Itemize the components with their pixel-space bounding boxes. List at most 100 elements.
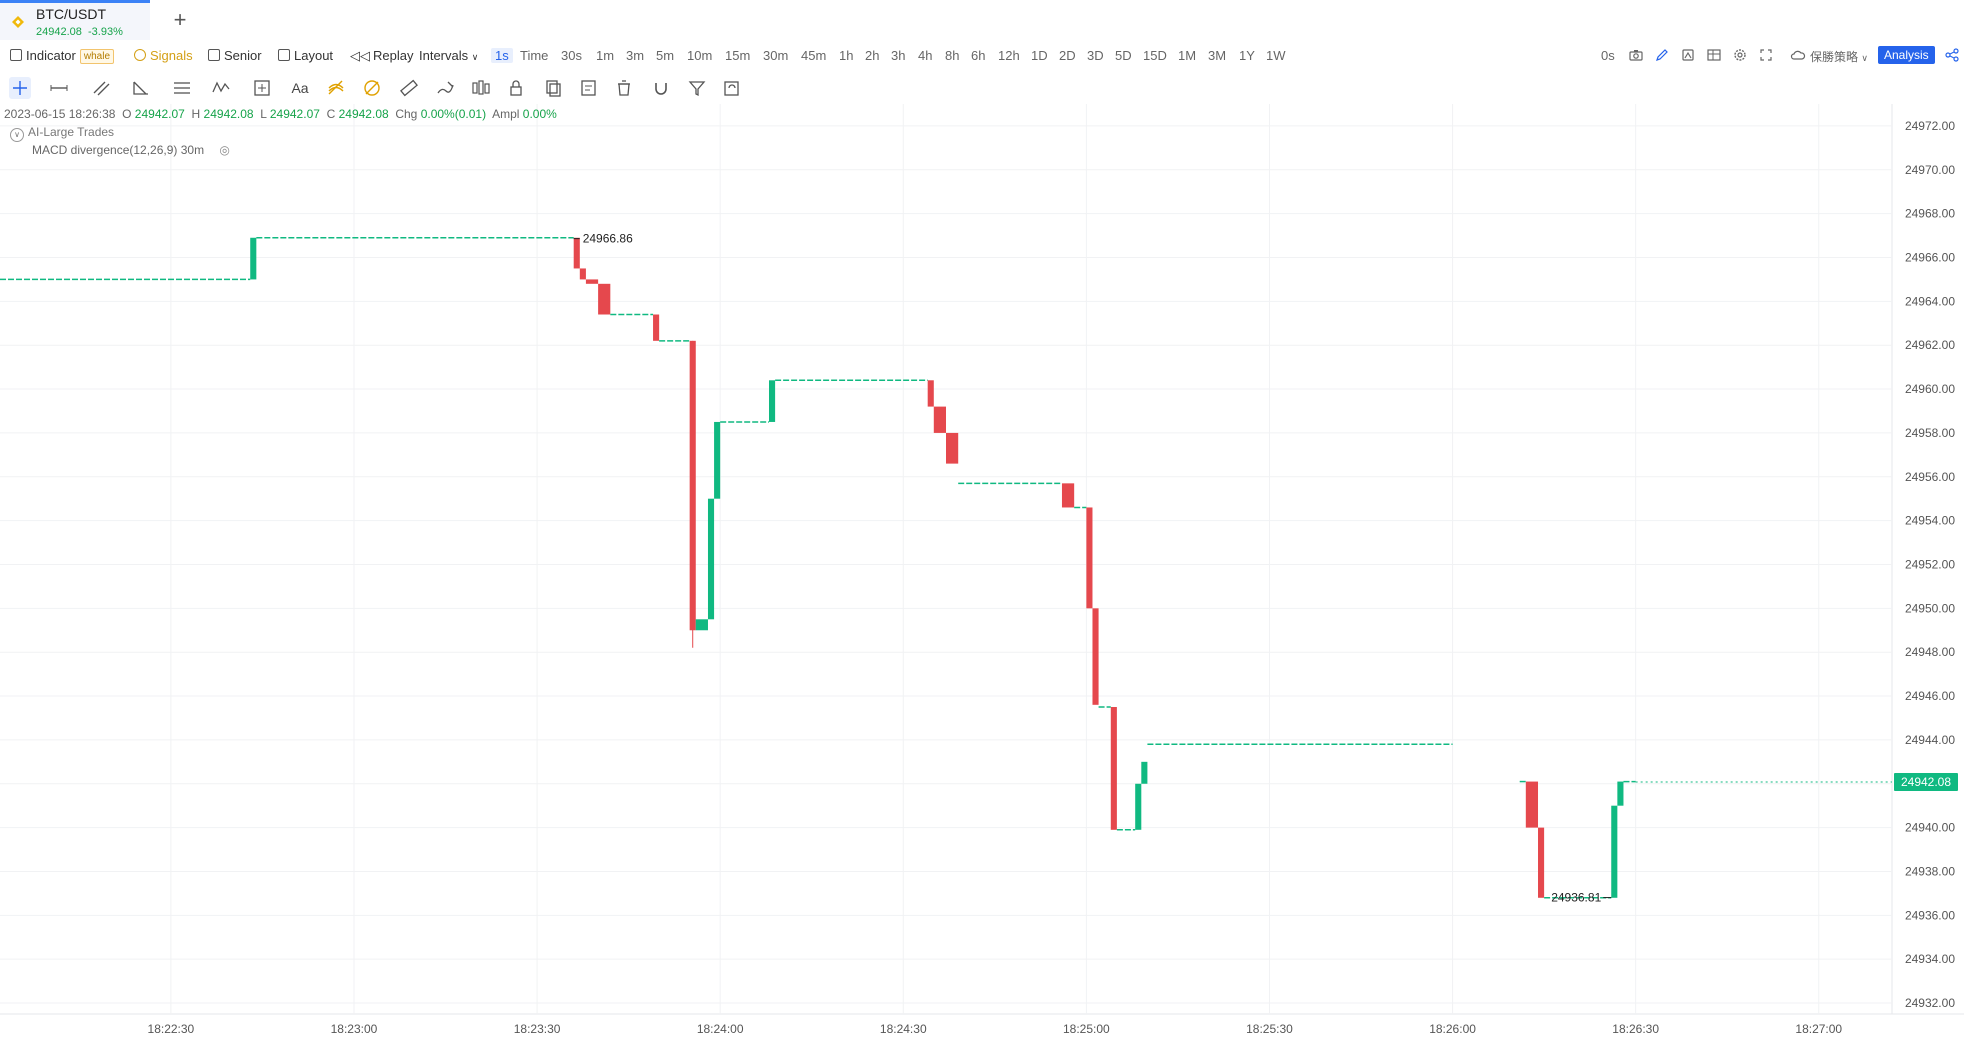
interval-6h[interactable]: 6h: [971, 48, 986, 63]
wave-icon[interactable]: [210, 77, 232, 99]
layout-button[interactable]: Layout: [278, 48, 333, 63]
interval-10m[interactable]: 10m: [687, 48, 713, 63]
indicator-row-large-trades[interactable]: ∨ AI-Large Trades: [10, 125, 114, 142]
x-tick-label: 18:24:00: [697, 1022, 744, 1036]
signals-icon: [134, 49, 146, 61]
analysis-button[interactable]: Analysis: [1878, 46, 1935, 64]
interval-30s[interactable]: 30s: [561, 48, 582, 63]
crosshair-icon[interactable]: [9, 77, 31, 99]
interval-3mo[interactable]: 3M: [1208, 48, 1227, 63]
text-tool[interactable]: Aa: [291, 80, 309, 96]
layout-icon: [278, 49, 290, 61]
y-tick-label: 24940.00: [1905, 821, 1955, 835]
replay-button[interactable]: ◁◁ Replay: [350, 48, 413, 64]
cloud-strategy-label: 保勝策略: [1810, 50, 1859, 64]
up-candle: [1611, 805, 1618, 898]
copy-icon[interactable]: [542, 77, 564, 99]
interval-2h[interactable]: 2h: [865, 48, 880, 63]
parallel-channel-icon[interactable]: [90, 77, 112, 99]
y-tick-label: 24952.00: [1905, 557, 1955, 571]
legend-ampl: 0.00%: [522, 107, 557, 121]
cloud-icon[interactable]: [1790, 47, 1806, 63]
ruler-icon[interactable]: [398, 77, 420, 99]
share-icon[interactable]: [1944, 47, 1960, 63]
interval-1m[interactable]: 1m: [596, 48, 615, 63]
legend-o-label: O: [122, 107, 132, 121]
interval-1w[interactable]: 1W: [1266, 48, 1286, 63]
down-candle: [585, 279, 599, 284]
interval-3d[interactable]: 3D: [1087, 48, 1104, 63]
interval-30m[interactable]: 30m: [763, 48, 789, 63]
up-candle: [1617, 781, 1624, 806]
indicator-row-macd[interactable]: MACD divergence(12,26,9) 30m ◎: [32, 143, 230, 157]
pencil-icon[interactable]: [1654, 47, 1670, 63]
candles: [0, 237, 1636, 899]
legend-chg-label: Chg: [395, 107, 418, 121]
price-chart[interactable]: 24972.00 24970.00 24968.00 24966.00 24964.00…: [0, 104, 1964, 1037]
down-candle: [598, 283, 611, 315]
edit-icon[interactable]: [578, 77, 600, 99]
indicator-name: AI-Large Trades: [28, 125, 115, 139]
signals-label: Signals: [150, 48, 193, 63]
senior-button[interactable]: Senior: [208, 48, 262, 63]
template-icon[interactable]: [1680, 47, 1696, 63]
interval-1y[interactable]: 1Y: [1239, 48, 1255, 63]
sync-icon[interactable]: [721, 77, 743, 99]
down-candle: [579, 268, 586, 280]
gear-icon[interactable]: [1732, 47, 1748, 63]
interval-3h[interactable]: 3h: [891, 48, 906, 63]
signals-button[interactable]: Signals: [134, 48, 193, 63]
filter-icon[interactable]: [686, 77, 708, 99]
chart-grid: [0, 104, 1964, 1015]
camera-icon[interactable]: [1628, 47, 1644, 63]
interval-5m[interactable]: 5m: [656, 48, 675, 63]
interval-15d[interactable]: 15D: [1143, 48, 1167, 63]
last-price-badge: [1894, 773, 1958, 792]
y-tick-label: 24954.00: [1905, 514, 1955, 528]
lock-icon[interactable]: [505, 77, 527, 99]
price-axis[interactable]: 24972.00 24970.00 24968.00 24966.00 24964.00…: [1894, 119, 1958, 1010]
interval-4h[interactable]: 4h: [918, 48, 933, 63]
long-short-icon[interactable]: [470, 77, 492, 99]
interval-12h[interactable]: 12h: [998, 48, 1020, 63]
interval-1mo[interactable]: 1M: [1178, 48, 1197, 63]
interval-2d[interactable]: 2D: [1059, 48, 1076, 63]
up-candle: [769, 380, 776, 422]
cloud-strategy-dropdown[interactable]: 保勝策略 ∨: [1810, 48, 1868, 65]
horizontal-line-icon[interactable]: [48, 77, 70, 99]
magnet-icon[interactable]: [650, 77, 672, 99]
angle-icon[interactable]: [130, 77, 152, 99]
lines-icon[interactable]: [171, 77, 193, 99]
fullscreen-icon[interactable]: [1758, 47, 1774, 63]
interval-45m[interactable]: 45m: [801, 48, 827, 63]
x-tick-label: 18:27:00: [1795, 1022, 1842, 1036]
fib-retracement-icon[interactable]: [325, 77, 347, 99]
interval-1s[interactable]: 1s: [491, 48, 513, 63]
delete-icon[interactable]: [613, 77, 635, 99]
interval-5d[interactable]: 5D: [1115, 48, 1132, 63]
symbol-tab[interactable]: BTC/USDT 24942.08 -3.93%: [0, 0, 150, 40]
add-tab-button[interactable]: +: [173, 7, 187, 32]
interval-3m[interactable]: 3m: [626, 48, 645, 63]
interval-15m[interactable]: 15m: [725, 48, 751, 63]
brush-icon[interactable]: [434, 77, 456, 99]
interval-8h[interactable]: 8h: [945, 48, 960, 63]
y-tick-label: 24944.00: [1905, 733, 1955, 747]
intervals-dropdown[interactable]: Intervals ∨: [419, 48, 478, 63]
indicator-button[interactable]: Indicator whale: [10, 48, 115, 64]
drawing-toolbar: Aa: [0, 72, 1964, 104]
measure-icon[interactable]: [251, 77, 273, 99]
interval-1h[interactable]: 1h: [839, 48, 854, 63]
down-candle: [927, 380, 934, 407]
hide-eye-icon[interactable]: ◎: [219, 143, 230, 157]
legend-ampl-label: Ampl: [492, 107, 520, 121]
replay-label: Replay: [373, 48, 414, 63]
legend-low: 24942.07: [269, 107, 320, 121]
table-icon[interactable]: [1706, 47, 1722, 63]
interval-1d[interactable]: 1D: [1031, 48, 1048, 63]
fib-circle-icon[interactable]: [361, 77, 383, 99]
collapse-icon[interactable]: ∨: [10, 128, 24, 142]
time-axis[interactable]: 18:22:30 18:23:00 18:23:30 18:24:00 18:24:30…: [148, 1022, 1843, 1036]
y-tick-label: 24966.00: [1905, 250, 1955, 264]
interval-time[interactable]: Time: [520, 48, 549, 63]
